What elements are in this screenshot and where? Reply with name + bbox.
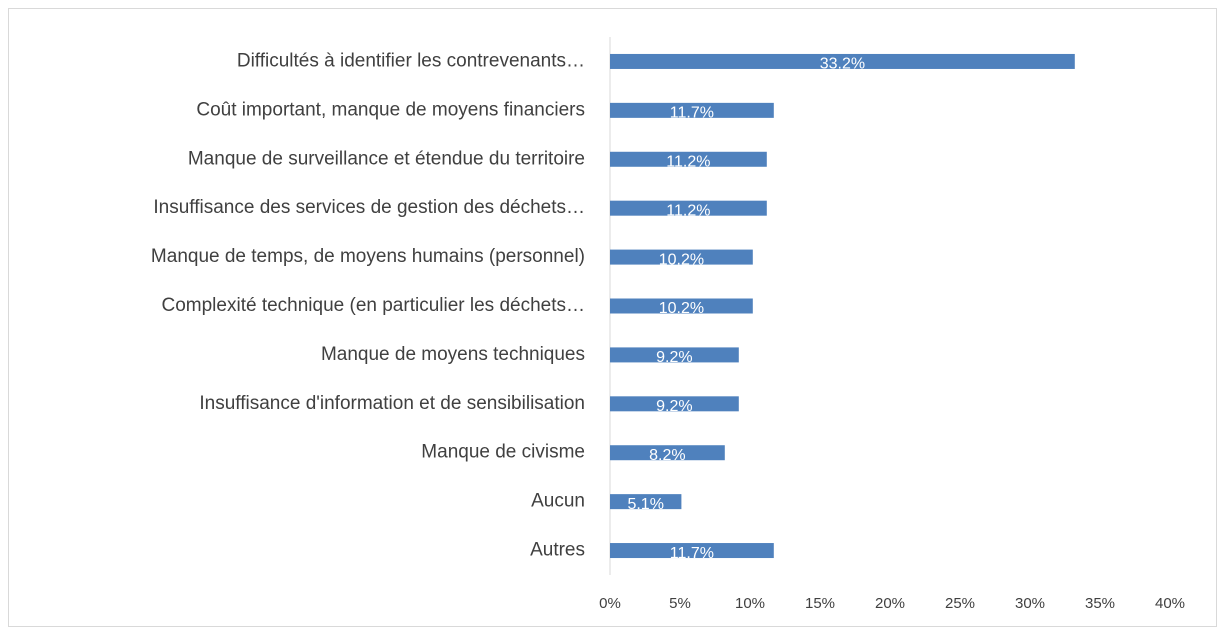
y-tick-label: Autres bbox=[530, 540, 585, 561]
y-tick-label: Coût important, manque de moyens financi… bbox=[196, 99, 585, 120]
data-label: 11.2% bbox=[666, 202, 710, 219]
x-tick-label: 25% bbox=[945, 595, 975, 612]
data-label: 8.2% bbox=[649, 447, 685, 464]
y-tick-label: Aucun bbox=[531, 491, 585, 512]
bar bbox=[610, 494, 682, 510]
x-tick-label: 40% bbox=[1155, 595, 1185, 612]
bar bbox=[610, 347, 739, 363]
y-tick-label: Insuffisance des services de gestion des… bbox=[153, 197, 585, 218]
data-label: 9.2% bbox=[656, 398, 692, 415]
bar bbox=[610, 298, 753, 314]
bar bbox=[610, 53, 1075, 69]
x-tick-label: 30% bbox=[1015, 595, 1045, 612]
data-label: 9.2% bbox=[656, 349, 692, 366]
y-tick-label: Manque de temps, de moyens humains (pers… bbox=[151, 246, 585, 267]
data-label: 10.2% bbox=[659, 251, 704, 268]
y-tick-label: Complexité technique (en particulier les… bbox=[162, 295, 586, 316]
data-label: 11.2% bbox=[666, 153, 710, 170]
x-tick-label: 10% bbox=[735, 595, 765, 612]
bar bbox=[610, 445, 725, 461]
y-tick-label: Insuffisance d'information et de sensibi… bbox=[199, 393, 585, 414]
y-tick-label: Manque de civisme bbox=[421, 442, 585, 463]
bar bbox=[610, 151, 767, 167]
x-tick-label: 15% bbox=[805, 595, 835, 612]
bar bbox=[610, 543, 774, 559]
x-tick-label: 20% bbox=[875, 595, 905, 612]
bar bbox=[610, 200, 767, 216]
x-tick-label: 5% bbox=[669, 595, 691, 612]
bar bbox=[610, 396, 739, 412]
data-label: 11.7% bbox=[670, 105, 714, 122]
x-tick-label: 0% bbox=[599, 595, 621, 612]
y-tick-label: Difficultés à identifier les contrevenan… bbox=[237, 50, 585, 71]
chart-border bbox=[8, 8, 1217, 627]
data-label: 33.2% bbox=[820, 56, 865, 73]
bar bbox=[610, 102, 774, 118]
y-tick-label: Manque de surveillance et étendue du ter… bbox=[188, 148, 585, 169]
bar bbox=[610, 249, 753, 265]
data-label: 11.7% bbox=[670, 545, 714, 562]
y-tick-label: Manque de moyens techniques bbox=[321, 344, 585, 365]
data-label: 10.2% bbox=[659, 300, 704, 317]
x-tick-label: 35% bbox=[1085, 595, 1115, 612]
data-label: 5.1% bbox=[627, 496, 663, 513]
